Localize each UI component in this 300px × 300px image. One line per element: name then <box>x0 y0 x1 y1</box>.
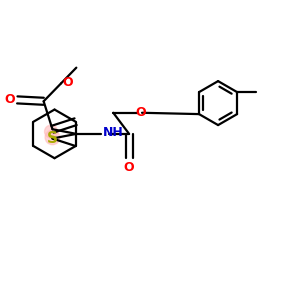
Text: O: O <box>135 106 146 119</box>
Circle shape <box>44 125 57 138</box>
Circle shape <box>45 130 60 145</box>
Text: O: O <box>4 93 15 106</box>
Text: O: O <box>124 161 134 174</box>
Text: NH: NH <box>102 127 123 140</box>
Text: O: O <box>63 76 74 89</box>
Text: S: S <box>47 131 58 146</box>
